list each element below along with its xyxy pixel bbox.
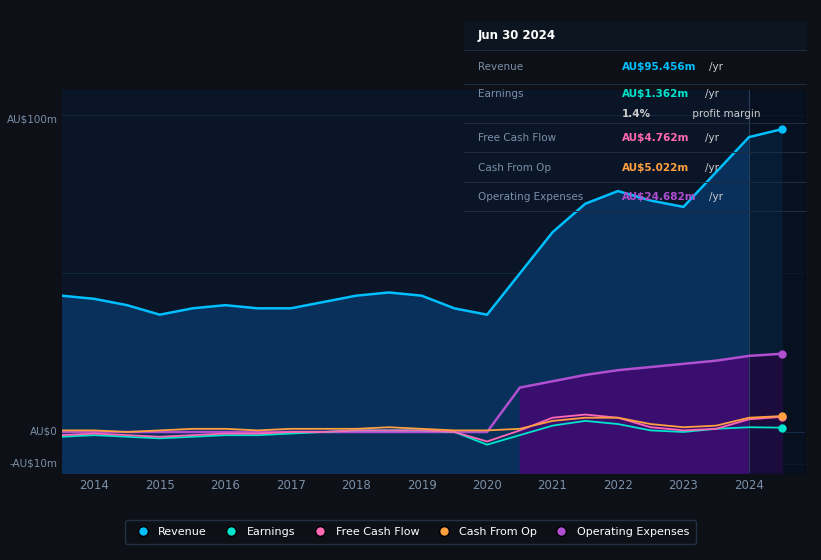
Text: AU$4.762m: AU$4.762m — [621, 133, 689, 143]
Text: profit margin: profit margin — [689, 109, 760, 119]
Text: Revenue: Revenue — [478, 62, 523, 72]
Text: /yr: /yr — [705, 162, 719, 172]
Text: /yr: /yr — [709, 62, 723, 72]
Text: 1.4%: 1.4% — [621, 109, 651, 119]
Text: AU$95.456m: AU$95.456m — [621, 62, 696, 72]
Text: Free Cash Flow: Free Cash Flow — [478, 133, 556, 143]
Text: Operating Expenses: Operating Expenses — [478, 192, 583, 202]
Text: Jun 30 2024: Jun 30 2024 — [478, 29, 556, 42]
Text: Earnings: Earnings — [478, 89, 523, 99]
Text: -AU$10m: -AU$10m — [10, 459, 57, 469]
Text: /yr: /yr — [709, 192, 723, 202]
Text: AU$5.022m: AU$5.022m — [621, 162, 689, 172]
Text: AU$0: AU$0 — [30, 427, 57, 437]
Text: AU$1.362m: AU$1.362m — [621, 89, 689, 99]
Text: /yr: /yr — [705, 89, 719, 99]
Bar — [464, 22, 807, 50]
Text: AU$100m: AU$100m — [7, 115, 57, 125]
Text: /yr: /yr — [705, 133, 719, 143]
Legend: Revenue, Earnings, Free Cash Flow, Cash From Op, Operating Expenses: Revenue, Earnings, Free Cash Flow, Cash … — [125, 520, 696, 544]
Text: AU$24.682m: AU$24.682m — [621, 192, 696, 202]
Text: Cash From Op: Cash From Op — [478, 162, 551, 172]
